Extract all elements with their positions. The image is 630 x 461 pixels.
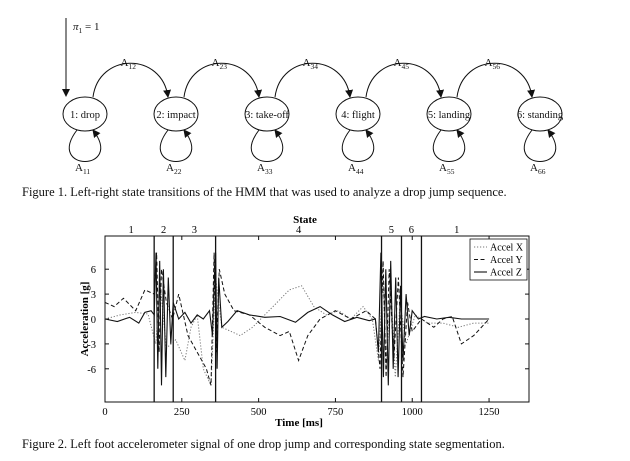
series-line-accel-z — [105, 252, 490, 386]
x-tick-label: 250 — [174, 407, 190, 418]
initial-probability-label: π1 = 1 — [73, 21, 99, 35]
x-tick-label: 1250 — [479, 407, 500, 418]
x-tick-label: 1000 — [402, 407, 423, 418]
y-tick-label: -3 — [87, 340, 96, 351]
state-segment-label: 1 — [454, 225, 459, 236]
legend-entry: Accel Z — [490, 268, 522, 279]
y-tick-label: 3 — [91, 290, 96, 301]
state-node — [62, 96, 108, 132]
y-tick-label: 6 — [91, 265, 96, 276]
self-transition-label: A66 — [530, 162, 546, 176]
state-node — [335, 96, 381, 132]
self-transition-label: A11 — [75, 162, 90, 176]
self-transition-arc — [432, 129, 466, 162]
forward-transition-label: A23 — [212, 57, 228, 71]
figure-2-caption: Figure 2. Left foot accelerometer signal… — [22, 437, 505, 451]
state-segment-label: 4 — [296, 225, 302, 236]
state-node — [244, 96, 290, 132]
self-transition-arc — [523, 129, 557, 162]
forward-transition-label: A45 — [394, 57, 410, 71]
state-label: 6: standing — [517, 110, 564, 121]
state-node — [426, 96, 472, 132]
hmm-state-diagram: π1 = 1 A12 A23 A34 A45 A56 A11 A22 A33 A44 A55 A66 1… — [62, 18, 564, 176]
x-tick-label: 750 — [328, 407, 344, 418]
accelerometer-chart: State 1 2 3 4 5 6 1 0 250 500 750 1000 1250 6 3 0 -3 -6 Tim… — [79, 214, 530, 429]
forward-transition-arc — [92, 62, 172, 98]
y-axis-label: Acceleration [g] — [79, 282, 91, 357]
figure-1-caption: Figure 1. Left-right state transitions o… — [22, 185, 507, 199]
state-label: 2: impact — [156, 110, 195, 121]
state-label: 1: drop — [70, 110, 100, 121]
forward-transition-label: A56 — [485, 57, 501, 71]
x-axis-label: Time [ms] — [275, 417, 323, 429]
forward-transition-label: A34 — [303, 57, 319, 71]
x-tick-label: 0 — [102, 407, 107, 418]
self-transition-label: A33 — [257, 162, 273, 176]
x-tick-label: 500 — [251, 407, 267, 418]
state-node — [517, 96, 563, 132]
chart-title: State — [293, 214, 317, 226]
legend-entry: Accel X — [490, 243, 524, 254]
series-line-accel-y — [105, 252, 490, 386]
state-node — [153, 96, 199, 132]
y-tick-label: 0 — [91, 315, 96, 326]
state-segment-label: 3 — [192, 225, 197, 236]
state-segment-label: 2 — [161, 225, 166, 236]
y-tick-label: -6 — [87, 365, 96, 376]
forward-transition-arc — [274, 62, 354, 98]
self-transition-label: A22 — [166, 162, 182, 176]
forward-transition-arc — [456, 62, 536, 98]
legend-box — [469, 238, 528, 281]
legend-entry: Accel Y — [490, 255, 523, 266]
state-segment-label: 5 — [389, 225, 394, 236]
self-transition-arc — [68, 129, 102, 162]
forward-transition-label: A12 — [121, 57, 137, 71]
state-label: 3: take-off — [245, 110, 289, 121]
self-transition-arc — [250, 129, 284, 162]
state-segment-label: 1 — [128, 225, 133, 236]
state-segment-label: 6 — [409, 225, 414, 236]
self-transition-arc — [159, 129, 193, 162]
forward-transition-arc — [365, 62, 445, 98]
self-transition-arc — [341, 129, 375, 162]
self-transition-label: A55 — [439, 162, 455, 176]
state-label: 5: landing — [428, 110, 471, 121]
self-transition-label: A44 — [348, 162, 364, 176]
state-label: 4: flight — [341, 110, 375, 121]
forward-transition-arc — [183, 62, 263, 98]
